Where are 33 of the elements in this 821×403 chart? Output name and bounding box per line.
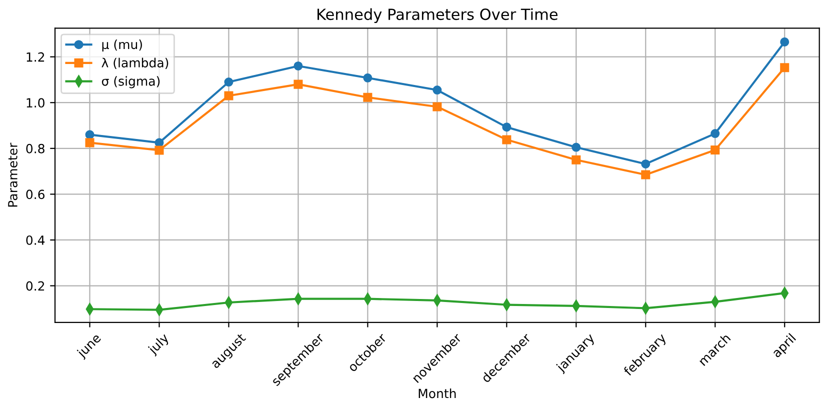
legend-label: σ (sigma) — [102, 76, 160, 88]
y-tick-label: 1.2 — [26, 52, 44, 62]
y-tick-label: 0.4 — [26, 235, 45, 245]
point — [780, 37, 790, 46]
y-tick-label: 1.0 — [26, 98, 44, 108]
point — [502, 135, 512, 144]
y-tick-label: 0.6 — [26, 190, 44, 200]
point — [85, 130, 94, 140]
point — [85, 138, 94, 148]
legend-label: μ (mu) — [102, 39, 142, 52]
point — [572, 142, 581, 152]
point — [432, 86, 442, 95]
point — [641, 159, 650, 168]
point — [641, 170, 650, 180]
point — [780, 63, 790, 72]
point — [363, 92, 372, 102]
point — [363, 73, 372, 82]
point — [294, 80, 303, 89]
point — [572, 155, 581, 164]
point — [432, 102, 442, 112]
point — [710, 129, 720, 138]
point — [224, 77, 234, 87]
point — [710, 145, 720, 155]
y-tick-label: 0.2 — [26, 281, 44, 291]
legend-label: λ (lambda) — [102, 58, 168, 69]
point — [154, 146, 164, 155]
chart-title: Kennedy Parameters Over Time — [318, 8, 558, 24]
x-axis-title: Month — [418, 388, 456, 398]
point — [294, 61, 303, 70]
point — [502, 122, 512, 132]
y-axis-title: Parameter — [8, 142, 18, 207]
point — [224, 91, 234, 100]
y-tick-label: 0.8 — [26, 144, 44, 154]
